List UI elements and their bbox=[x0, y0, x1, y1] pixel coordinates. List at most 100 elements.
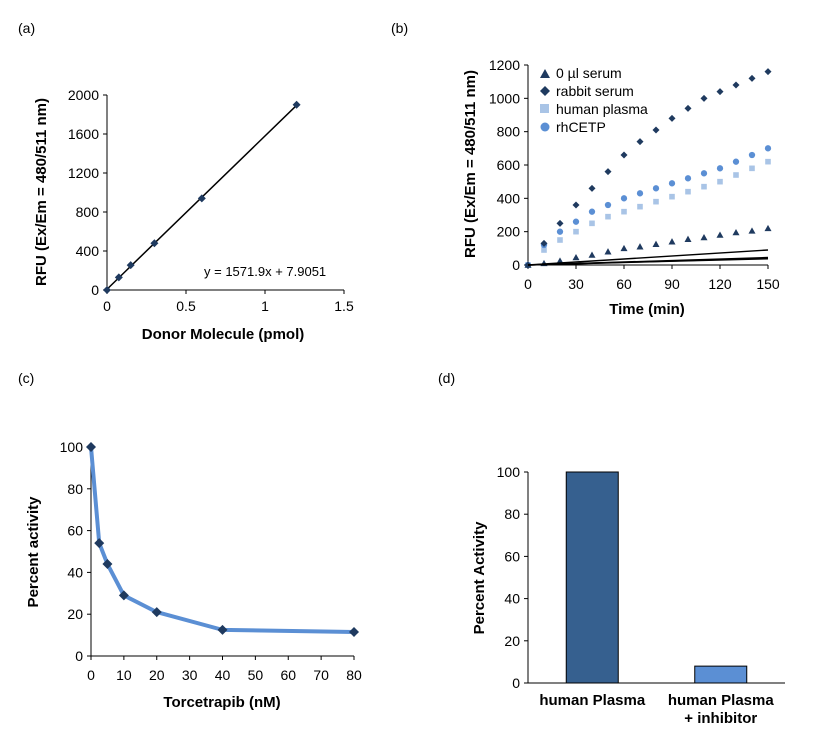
y-tick-label: 100 bbox=[497, 464, 521, 480]
y-tick-label: 40 bbox=[67, 564, 83, 580]
panel-a: (a) 0 400 800 1200 1600 2000 0 0.5 1 1.5 y = 1571… bbox=[18, 20, 354, 343]
panel-b-trendlines bbox=[527, 249, 769, 266]
data-point bbox=[716, 88, 724, 96]
legend-item-human-plasma: human plasma bbox=[540, 101, 648, 117]
data-point bbox=[150, 239, 159, 248]
x-tick-label: 60 bbox=[280, 667, 296, 683]
panel-a-points bbox=[103, 100, 301, 294]
data-point bbox=[652, 126, 660, 134]
panel-c-points bbox=[86, 442, 359, 637]
data-point bbox=[765, 158, 771, 165]
data-point bbox=[701, 183, 707, 190]
panel-b-axes: 0 200 400 600 800 1000 1200 0 30 60 90 120 150 bbox=[489, 57, 780, 292]
panel-a-equation: y = 1571.9x + 7.9051 bbox=[204, 264, 326, 279]
data-point bbox=[102, 559, 113, 570]
data-point bbox=[605, 213, 611, 220]
panel-d: (d) 0 20 40 60 80 100 human Plasma human Plasm… bbox=[438, 370, 785, 727]
data-point bbox=[572, 201, 580, 209]
data-point bbox=[652, 240, 660, 247]
x-tick-label: 1 bbox=[261, 298, 269, 314]
panel-c-x-axis-title: Torcetrapib (nM) bbox=[163, 694, 280, 711]
data-point bbox=[668, 180, 676, 187]
data-point bbox=[669, 193, 675, 200]
data-point bbox=[588, 251, 596, 258]
data-point bbox=[556, 228, 564, 235]
category-label: human Plasma bbox=[539, 692, 646, 709]
x-tick-label: 70 bbox=[313, 667, 329, 683]
data-point bbox=[556, 257, 564, 264]
panel-d-bars bbox=[565, 471, 748, 684]
y-tick-label: 200 bbox=[497, 224, 521, 240]
data-point bbox=[748, 74, 756, 82]
data-point bbox=[684, 235, 692, 242]
x-tick-label: 10 bbox=[116, 667, 132, 683]
legend-marker-diamond bbox=[540, 86, 550, 96]
bar bbox=[565, 471, 619, 684]
data-point bbox=[541, 247, 547, 253]
panel-b-x-axis-title: Time (min) bbox=[609, 301, 685, 318]
data-point bbox=[151, 607, 162, 618]
data-point bbox=[749, 165, 755, 172]
x-tick-label: 40 bbox=[215, 667, 231, 683]
y-tick-label: 1200 bbox=[489, 57, 520, 73]
data-point bbox=[620, 195, 628, 202]
data-point bbox=[764, 224, 772, 232]
y-tick-label: 80 bbox=[67, 481, 83, 497]
data-point bbox=[103, 286, 111, 294]
y-tick-label: 800 bbox=[497, 124, 521, 140]
y-tick-label: 400 bbox=[497, 190, 521, 206]
data-point bbox=[700, 234, 708, 241]
data-point bbox=[733, 172, 739, 178]
data-point bbox=[668, 238, 676, 245]
data-point bbox=[764, 68, 772, 76]
x-tick-label: 60 bbox=[616, 276, 632, 292]
trendline bbox=[527, 256, 769, 266]
category-label: human Plasma bbox=[668, 692, 775, 709]
data-point bbox=[572, 218, 580, 225]
data-point bbox=[717, 178, 723, 185]
data-point bbox=[668, 114, 676, 122]
panel-a-axes: 0 400 800 1200 1600 2000 0 0.5 1 1.5 bbox=[68, 87, 354, 314]
data-point bbox=[621, 208, 627, 215]
y-tick-label: 60 bbox=[67, 523, 83, 539]
y-tick-label: 100 bbox=[60, 439, 84, 455]
legend-marker-square bbox=[540, 104, 549, 113]
data-point bbox=[126, 261, 135, 270]
y-tick-label: 0 bbox=[91, 282, 99, 298]
data-point bbox=[732, 229, 740, 236]
data-point bbox=[653, 198, 659, 205]
data-point bbox=[652, 185, 660, 192]
series-line bbox=[89, 446, 355, 634]
legend-item-0-ul-serum: 0 µl serum bbox=[540, 65, 622, 81]
y-tick-label: 0 bbox=[75, 648, 83, 664]
x-tick-label: 0 bbox=[524, 276, 532, 292]
y-tick-label: 1000 bbox=[489, 90, 520, 106]
x-tick-label: 1.5 bbox=[334, 298, 354, 314]
data-point bbox=[94, 538, 105, 549]
legend-marker-circle bbox=[540, 122, 550, 132]
x-tick-label: 80 bbox=[346, 667, 362, 683]
data-point bbox=[748, 151, 756, 159]
panel-d-label: (d) bbox=[438, 370, 455, 386]
panel-a-label: (a) bbox=[18, 20, 35, 36]
category-label: + inhibitor bbox=[684, 710, 757, 727]
x-tick-label: 90 bbox=[664, 276, 680, 292]
data-point bbox=[685, 188, 691, 195]
x-tick-label: 30 bbox=[182, 667, 198, 683]
data-point bbox=[636, 243, 644, 250]
panel-c: (c) 0 20 40 60 80 100 0 10 20 30 40 50 60 70 80 Torcet… bbox=[18, 370, 362, 711]
panel-b: (b) 0 200 400 600 800 1000 1200 0 30 60 90 120 150 0… bbox=[391, 20, 780, 318]
y-tick-label: 20 bbox=[504, 633, 520, 649]
data-point bbox=[604, 168, 612, 176]
trendline bbox=[527, 249, 769, 266]
data-point bbox=[557, 237, 563, 243]
data-point bbox=[86, 442, 96, 452]
data-point bbox=[716, 165, 724, 172]
y-tick-label: 0 bbox=[512, 257, 520, 273]
y-tick-label: 0 bbox=[512, 675, 520, 691]
data-point bbox=[636, 138, 644, 146]
data-point bbox=[732, 158, 740, 165]
data-point bbox=[637, 203, 643, 210]
x-tick-label: 20 bbox=[149, 667, 165, 683]
